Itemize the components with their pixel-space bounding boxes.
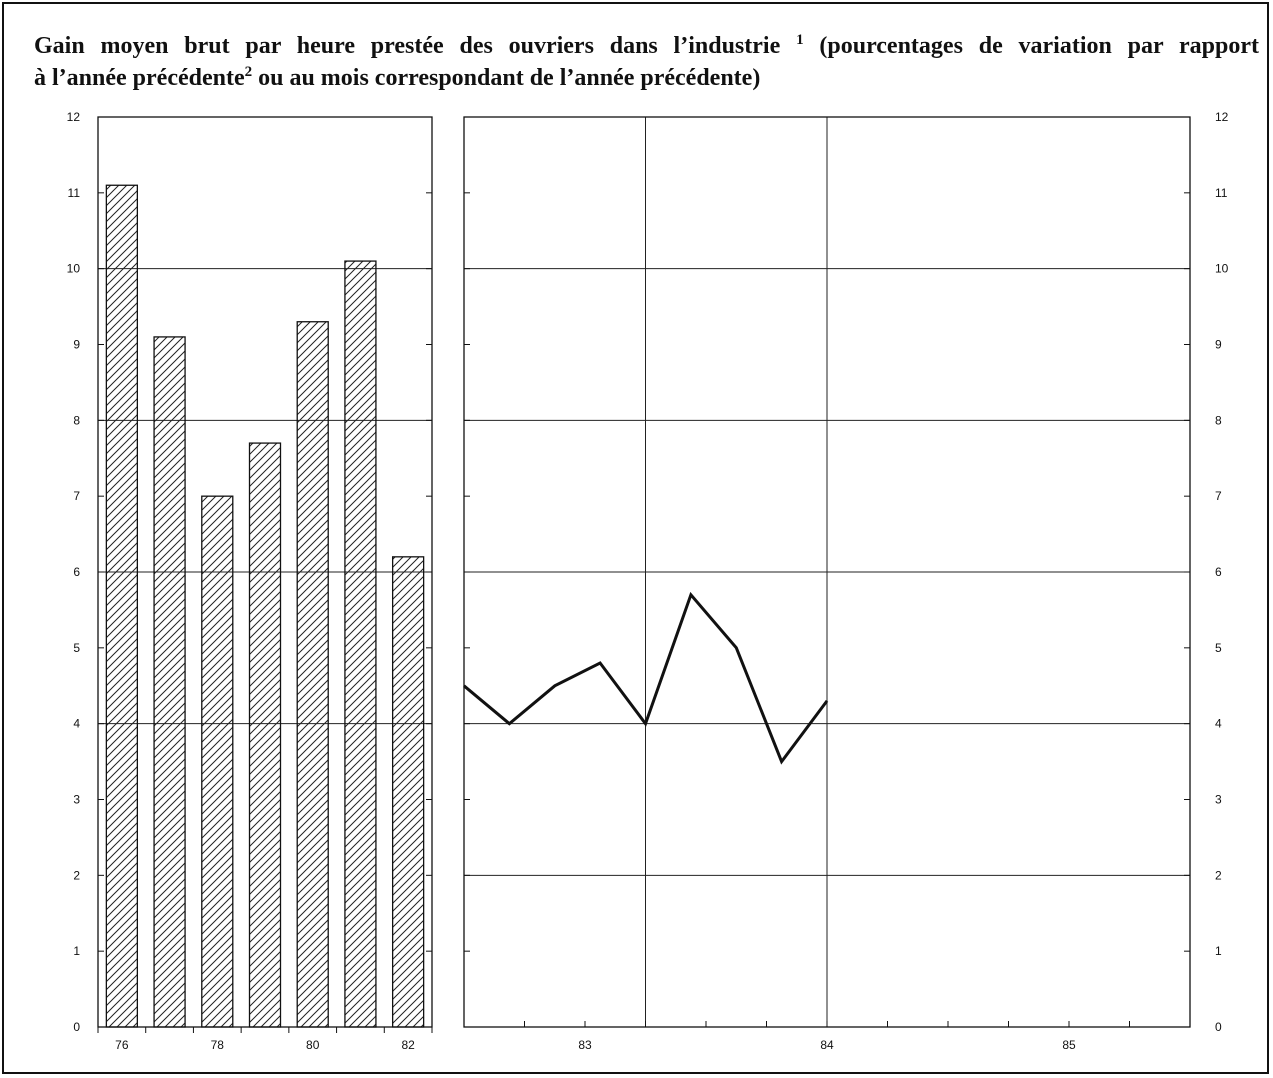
title-line-1-end: (pourcentages de variation par rapport: [819, 33, 1260, 59]
bar-82: [391, 556, 425, 1028]
footnote-marker-1: 1: [796, 32, 804, 48]
year-label-84: 84: [820, 1038, 834, 1052]
data-point-5: [690, 594, 692, 596]
data-point-7: [781, 761, 783, 763]
right-ytick-label-1: 1: [1215, 944, 1222, 958]
bar-79: [248, 442, 282, 1028]
left-ytick-label-1: 1: [73, 944, 80, 958]
data-point-8: [826, 700, 828, 702]
left-ytick-label-2: 2: [73, 868, 80, 882]
footnote-marker-2: 2: [244, 64, 253, 80]
left-ytick-label-8: 8: [73, 413, 80, 427]
year-label-85: 85: [1062, 1038, 1076, 1052]
right-ytick-label-2: 2: [1215, 868, 1222, 882]
year-label-83: 83: [578, 1038, 592, 1052]
title-line-2: à l’année précédente: [34, 65, 245, 91]
bar-78: [201, 495, 234, 1028]
right-ytick-label-10: 10: [1215, 262, 1229, 276]
bar-tick-label-78: 78: [211, 1038, 225, 1052]
bar-tick-label-76: 76: [115, 1038, 129, 1052]
left-ytick-label-9: 9: [73, 338, 80, 352]
data-point-2: [554, 685, 556, 687]
left-ytick-label-11: 11: [68, 186, 81, 200]
data-point-0: [463, 685, 465, 687]
right-ytick-label-3: 3: [1215, 793, 1222, 807]
data-point-4: [645, 723, 646, 725]
right-ytick-label-11: 11: [1215, 186, 1228, 200]
right-ytick-label-4: 4: [1215, 717, 1222, 731]
chart-title: Gain moyen brut par heure prestée des ou…: [34, 30, 1259, 94]
left-ytick-label-10: 10: [67, 262, 81, 276]
bar-80: [296, 321, 329, 1028]
left-ytick-label-4: 4: [73, 717, 80, 731]
right-ytick-label-9: 9: [1215, 338, 1222, 352]
right-ytick-label-12: 12: [1215, 110, 1229, 124]
bar-77: [153, 336, 186, 1028]
right-ytick-label-7: 7: [1215, 489, 1222, 503]
left-ytick-label-7: 7: [73, 489, 80, 503]
left-ytick-label-0: 0: [73, 1020, 80, 1034]
title-line-2-end: ou au mois correspondant de l’année préc…: [258, 65, 761, 91]
left-ytick-label-3: 3: [73, 793, 80, 807]
bar-tick-label-80: 80: [306, 1038, 320, 1052]
left-ytick-label-5: 5: [73, 641, 80, 655]
data-point-3: [599, 662, 601, 664]
data-point-1: [508, 723, 510, 725]
data-point-6: [735, 647, 737, 649]
left-ytick-label-6: 6: [73, 565, 80, 579]
right-ytick-label-0: 0: [1215, 1020, 1222, 1034]
right-ytick-label-5: 5: [1215, 641, 1222, 655]
title-line-1: Gain moyen brut par heure prestée des ou…: [34, 33, 781, 59]
right-ytick-label-8: 8: [1215, 413, 1222, 427]
bar-tick-label-82: 82: [401, 1038, 415, 1052]
left-ytick-label-12: 12: [67, 110, 81, 124]
right-ytick-label-6: 6: [1215, 565, 1222, 579]
bar-76: [105, 184, 139, 1028]
bar-81: [344, 260, 377, 1028]
